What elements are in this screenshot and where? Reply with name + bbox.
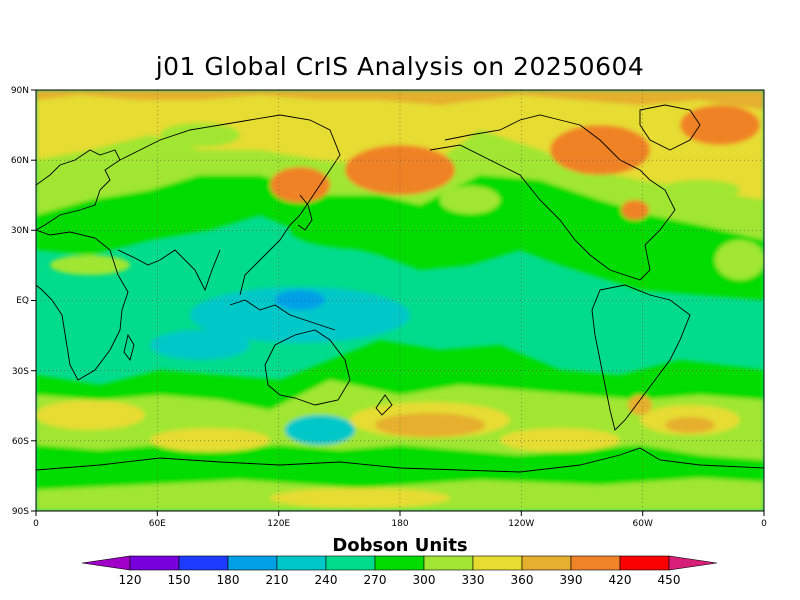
colorbar-title: Dobson Units [332,535,468,556]
colorbar: 120 150 180 210 240 270 300 330 360 390 420 450 [81,555,718,587]
field-tan-polar [36,90,764,110]
lon-label: 180 [391,519,408,529]
lat-label: 90N [11,86,29,96]
colorbar-arrow-high [668,555,718,571]
colorbar-label: 150 [168,573,191,587]
field-yellow-south-1 [36,400,145,430]
colorbar-swatch [129,555,180,571]
field-cyan-south [285,415,355,445]
coast-japan [297,194,313,231]
field-lime-patch-1 [160,123,240,147]
lat-label: 30S [12,367,29,377]
chart-title: j01 Global CrIS Analysis on 20250604 [155,52,645,81]
colorbar-label: 120 [119,573,142,587]
colorbar-swatch [227,555,278,571]
lon-label: 0 [33,519,39,529]
colorbar-label: 420 [609,573,632,587]
ozone-field [36,90,764,511]
coast-north-america [429,114,676,281]
colorbar-label: 450 [658,573,681,587]
coast-africa [36,229,129,381]
field-lime-trop-1 [50,255,130,275]
colorbar-label: 210 [266,573,289,587]
colorbar-swatch [472,555,523,571]
colorbar-swatch [619,555,670,571]
colorbar-swatch [570,555,621,571]
colorbar-swatch [276,555,327,571]
coast-asia [119,114,341,296]
colorbar-label: 390 [560,573,583,587]
lat-label: 90S [12,507,29,517]
field-tan-south-3 [628,395,652,415]
field-orange-4 [680,105,760,145]
field-orange-2 [270,167,330,203]
coast-nz [375,394,393,416]
colorbar-swatch [374,555,425,571]
field-yellow-antarctic [270,488,450,508]
field-tan-south-1 [375,413,485,437]
lon-label: 0 [761,519,767,529]
field-lime-patch-3 [660,180,740,200]
coast-madagascar [123,333,135,362]
lat-labels: 90N 60N 30N EQ 30S 60S 90S [11,86,29,517]
map-grid [36,90,764,511]
coast-indonesia [229,299,336,331]
lon-label: 120E [267,519,290,529]
coast-greenland [639,104,701,151]
colorbar-swatch [521,555,572,571]
field-blue-tropics [275,290,325,310]
lon-label: 60E [149,519,166,529]
field-cyan-tropics [190,287,410,343]
coast-europe [36,149,121,231]
colorbar-swatch [423,555,474,571]
axis-ticks [31,89,765,516]
colorbar-swatch [178,555,229,571]
lon-label: 60W [633,519,653,529]
field-cyan-2 [150,330,250,360]
colorbar-swatch [325,555,376,571]
coast-arabia-india [117,249,221,292]
lon-label: 120W [508,519,534,529]
colorbar-label: 270 [364,573,387,587]
colorbar-label: 330 [462,573,485,587]
field-lime-patch-2 [440,186,500,214]
lat-label: 60N [11,156,29,166]
field-yellow-south-4 [500,428,620,452]
coast-south-america [591,284,691,431]
lat-label: EQ [16,296,29,306]
field-orange-5 [621,200,649,220]
colorbar-label: 300 [413,573,436,587]
coast-antarctica [36,447,764,473]
field-tan-south-2 [665,417,715,433]
colorbar-label: 180 [217,573,240,587]
lat-label: 60S [12,437,29,447]
field-lime-trop-2 [715,240,764,280]
colorbar-arrow-low [81,555,131,571]
colorbar-label: 240 [315,573,338,587]
coastlines [36,104,764,473]
coast-australia [264,329,351,406]
colorbar-label: 360 [511,573,534,587]
lon-labels: 0 60E 120E 180 120W 60W 0 [33,519,767,529]
field-yellow-south-2 [150,428,270,452]
lat-label: 30N [11,226,29,236]
